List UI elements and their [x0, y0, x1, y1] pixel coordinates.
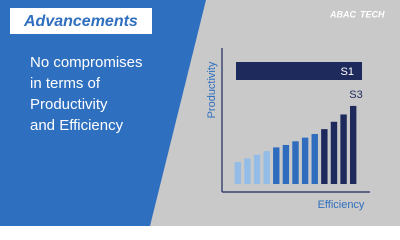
- slide: Advancements No compromises in terms of …: [0, 0, 400, 226]
- title-box: [10, 8, 152, 34]
- y-axis-label: Productivity: [206, 61, 218, 118]
- body-line: in terms of: [30, 75, 101, 92]
- logo: ABAC: [329, 9, 356, 19]
- annotation: S1: [341, 66, 354, 78]
- x-axis-label: Efficiency: [318, 199, 365, 211]
- bars: [234, 105, 357, 184]
- annotation: S3: [349, 89, 362, 101]
- body-line: Productivity: [30, 96, 108, 113]
- bar: [273, 147, 280, 184]
- bar: [282, 144, 290, 184]
- bar: [234, 162, 242, 184]
- bar: [340, 114, 347, 184]
- blue-panel: [0, 0, 206, 226]
- body-line: No compromises: [30, 54, 143, 71]
- bar: [253, 154, 261, 184]
- bar: [244, 158, 251, 184]
- bar: [349, 105, 357, 184]
- bar: [301, 137, 309, 184]
- bar: [330, 121, 338, 184]
- bar: [292, 141, 299, 184]
- bar: [321, 129, 328, 184]
- body-line: and Efficiency: [30, 117, 124, 134]
- bar: [263, 151, 270, 184]
- s1-bar: [236, 62, 362, 80]
- title: Advancements: [23, 13, 138, 30]
- bar: [311, 133, 318, 184]
- logo-sub: TECH: [360, 9, 385, 19]
